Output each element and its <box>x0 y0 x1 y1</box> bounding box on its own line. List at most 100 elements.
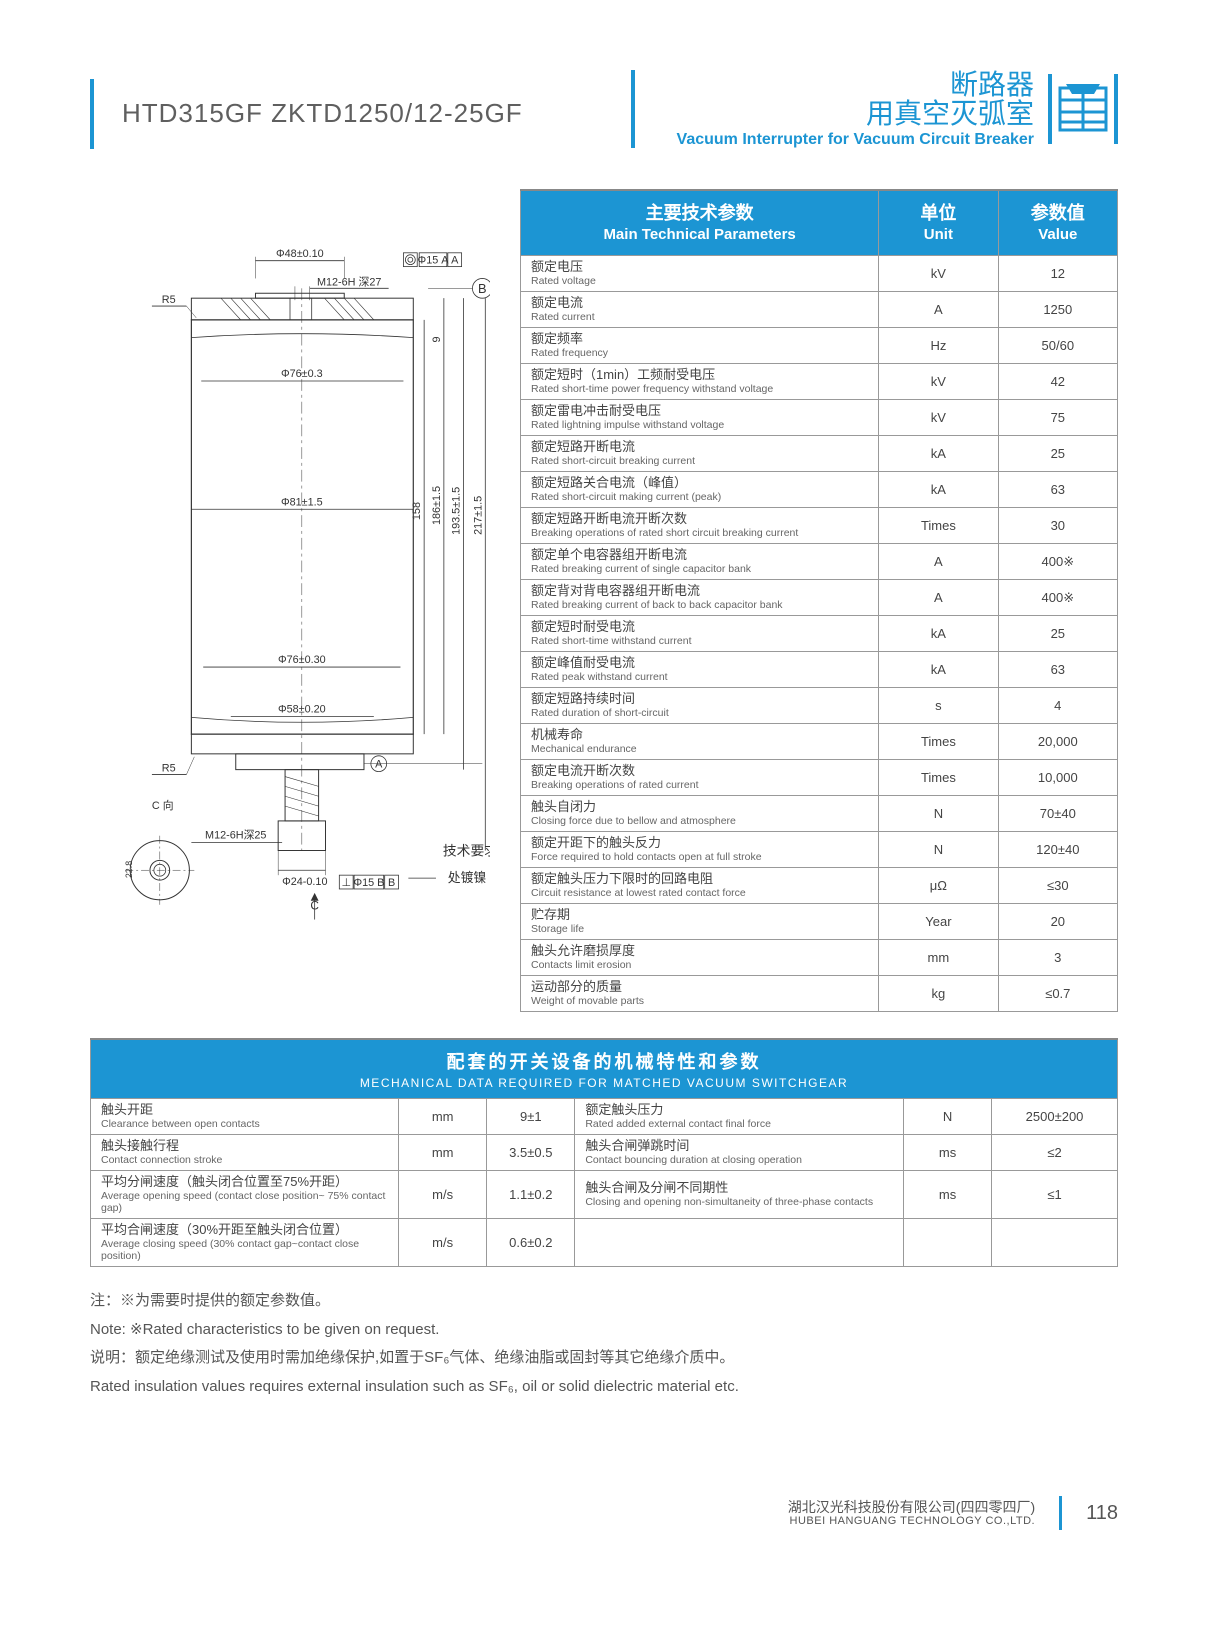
technical-drawing: Φ48±0.10 Φ15 A A M12-6H 深27 B <box>90 189 490 959</box>
mech-header-cn: 配套的开关设备的机械特性和参数 <box>99 1048 1109 1074</box>
param-cell: 额定电压Rated voltage <box>521 256 879 292</box>
table-row: 额定电压Rated voltagekV12 <box>521 256 1118 292</box>
table-row: 额定峰值耐受电流Rated peak withstand currentkA63 <box>521 652 1118 688</box>
table-row: 额定触头压力下限时的回路电阻Circuit resistance at lowe… <box>521 868 1118 904</box>
param-cell: 触头自闭力Closing force due to bellow and atm… <box>521 796 879 832</box>
param-cell: 额定雷电冲击耐受电压Rated lightning impulse withst… <box>521 400 879 436</box>
table-row: 额定雷电冲击耐受电压Rated lightning impulse withst… <box>521 400 1118 436</box>
svg-text:Φ15 B: Φ15 B <box>353 877 384 889</box>
unit-cell: kA <box>879 472 998 508</box>
table-row: 额定短时耐受电流Rated short-time withstand curre… <box>521 616 1118 652</box>
table-row: 额定短路关合电流（峰值）Rated short-circuit making c… <box>521 472 1118 508</box>
value-cell: 42 <box>998 364 1117 400</box>
value-cell: 25 <box>998 436 1117 472</box>
unit-cell: Times <box>879 760 998 796</box>
param-cell: 触头允许磨损厚度Contacts limit erosion <box>521 940 879 976</box>
value-cell: 70±40 <box>998 796 1117 832</box>
unit-cell: kg <box>879 976 998 1012</box>
svg-text:M12-6H深25: M12-6H深25 <box>205 828 266 841</box>
table-row: 额定开距下的触头反力Force required to hold contact… <box>521 832 1118 868</box>
footer-company: 湖北汉光科技股份有限公司(四四零四厂) HUBEI HANGUANG TECHN… <box>788 1499 1035 1528</box>
svg-text:Φ58±0.20: Φ58±0.20 <box>278 703 326 715</box>
svg-text:B: B <box>478 281 487 296</box>
table-row: 机械寿命Mechanical enduranceTimes20,000 <box>521 724 1118 760</box>
param-cell <box>575 1219 904 1267</box>
svg-text:186±1.5: 186±1.5 <box>431 486 443 525</box>
unit-cell: kA <box>879 436 998 472</box>
table-row: 额定短路开断电流Rated short-circuit breaking cur… <box>521 436 1118 472</box>
header-left: HTD315GF ZKTD1250/12-25GF <box>90 79 523 149</box>
svg-text:Φ76±0.3: Φ76±0.3 <box>281 368 323 380</box>
svg-text:R5: R5 <box>162 294 176 306</box>
note-2-cn: 说明：额定绝缘测试及使用时需加绝缘保护,如置于SF₆气体、绝缘油脂或固封等其它绝… <box>90 1344 1118 1373</box>
value-cell: 120±40 <box>998 832 1117 868</box>
spec-header-value-en: Value <box>1005 225 1111 245</box>
svg-text:M12-6H 深27: M12-6H 深27 <box>317 275 381 288</box>
product-code: HTD315GF ZKTD1250/12-25GF <box>122 98 523 129</box>
value-cell: ≤1 <box>992 1171 1118 1219</box>
svg-text:Φ81±1.5: Φ81±1.5 <box>281 496 323 508</box>
mech-header-en: MECHANICAL DATA REQUIRED FOR MATCHED VAC… <box>99 1076 1109 1090</box>
svg-text:⊥: ⊥ <box>342 877 351 889</box>
blue-accent-bar <box>631 70 635 148</box>
table-row: 触头自闭力Closing force due to bellow and atm… <box>521 796 1118 832</box>
unit-cell: m/s <box>399 1171 487 1219</box>
table-row: 额定短时（1min）工频耐受电压Rated short-time power f… <box>521 364 1118 400</box>
value-cell: 20,000 <box>998 724 1117 760</box>
value-cell: 30 <box>998 508 1117 544</box>
param-cell: 平均合闸速度（30%开距至触头闭合位置）Average closing spee… <box>91 1219 399 1267</box>
param-cell: 触头合闸弹跳时间Contact bouncing duration at clo… <box>575 1135 904 1171</box>
unit-cell: μΩ <box>879 868 998 904</box>
table-row: 额定单个电容器组开断电流Rated breaking current of si… <box>521 544 1118 580</box>
svg-text:217±1.5: 217±1.5 <box>472 496 484 535</box>
svg-text:22.8: 22.8 <box>124 861 134 878</box>
unit-cell: Times <box>879 724 998 760</box>
note-2-en: Rated insulation values requires externa… <box>90 1373 1118 1402</box>
svg-text:Φ48±0.10: Φ48±0.10 <box>276 248 324 260</box>
param-cell: 额定开距下的触头反力Force required to hold contact… <box>521 832 879 868</box>
footer-company-en: HUBEI HANGUANG TECHNOLOGY CO.,LTD. <box>788 1515 1035 1528</box>
param-cell: 额定频率Rated frequency <box>521 328 879 364</box>
svg-text:技术要求:: 技术要求: <box>443 843 490 858</box>
value-cell: 4 <box>998 688 1117 724</box>
blue-accent-bar <box>90 79 94 149</box>
unit-cell: s <box>879 688 998 724</box>
spec-header-main-cn: 主要技术参数 <box>527 201 872 225</box>
value-cell: 400※ <box>998 544 1117 580</box>
param-cell: 额定短时（1min）工频耐受电压Rated short-time power f… <box>521 364 879 400</box>
unit-cell: Times <box>879 508 998 544</box>
param-cell: 额定峰值耐受电流Rated peak withstand current <box>521 652 879 688</box>
unit-cell: kV <box>879 400 998 436</box>
param-cell: 额定短路开断电流Rated short-circuit breaking cur… <box>521 436 879 472</box>
unit-cell: m/s <box>399 1219 487 1267</box>
table-row: 额定短路持续时间Rated duration of short-circuits… <box>521 688 1118 724</box>
value-cell: 3 <box>998 940 1117 976</box>
value-cell: 1.1±0.2 <box>487 1171 575 1219</box>
param-cell: 额定背对背电容器组开断电流Rated breaking current of b… <box>521 580 879 616</box>
svg-text:9: 9 <box>431 336 443 342</box>
title-cn-1: 断路器 <box>677 70 1034 99</box>
note-1-en: Note: ※Rated characteristics to be given… <box>90 1316 1118 1345</box>
unit-cell: mm <box>399 1099 487 1135</box>
table-row: 额定频率Rated frequencyHz50/60 <box>521 328 1118 364</box>
value-cell: 9±1 <box>487 1099 575 1135</box>
param-cell: 额定触头压力Rated added external contact final… <box>575 1099 904 1135</box>
svg-text:Φ15 A: Φ15 A <box>418 254 450 266</box>
param-cell: 额定短时耐受电流Rated short-time withstand curre… <box>521 616 879 652</box>
header-title-block: 断路器 用真空灭弧室 Vacuum Interrupter for Vacuum… <box>677 70 1034 149</box>
svg-text:B: B <box>388 877 395 889</box>
svg-text:Φ76±0.30: Φ76±0.30 <box>278 654 326 666</box>
title-en: Vacuum Interrupter for Vacuum Circuit Br… <box>677 131 1034 149</box>
table-row: 额定电流开断次数Breaking operations of rated cur… <box>521 760 1118 796</box>
company-logo-icon <box>1048 74 1118 144</box>
value-cell: 50/60 <box>998 328 1117 364</box>
param-cell: 额定电流Rated current <box>521 292 879 328</box>
param-cell: 额定触头压力下限时的回路电阻Circuit resistance at lowe… <box>521 868 879 904</box>
param-cell: 额定短路关合电流（峰值）Rated short-circuit making c… <box>521 472 879 508</box>
unit-cell: N <box>903 1099 991 1135</box>
value-cell: 25 <box>998 616 1117 652</box>
param-cell: 触头开距Clearance between open contacts <box>91 1099 399 1135</box>
param-cell: 额定单个电容器组开断电流Rated breaking current of si… <box>521 544 879 580</box>
footer-company-cn: 湖北汉光科技股份有限公司(四四零四厂) <box>788 1499 1035 1515</box>
param-cell: 额定电流开断次数Breaking operations of rated cur… <box>521 760 879 796</box>
